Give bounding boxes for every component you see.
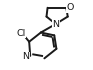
Text: Cl: Cl: [17, 29, 26, 38]
Text: N: N: [23, 52, 29, 61]
Text: O: O: [66, 3, 74, 12]
Text: N: N: [52, 20, 59, 29]
